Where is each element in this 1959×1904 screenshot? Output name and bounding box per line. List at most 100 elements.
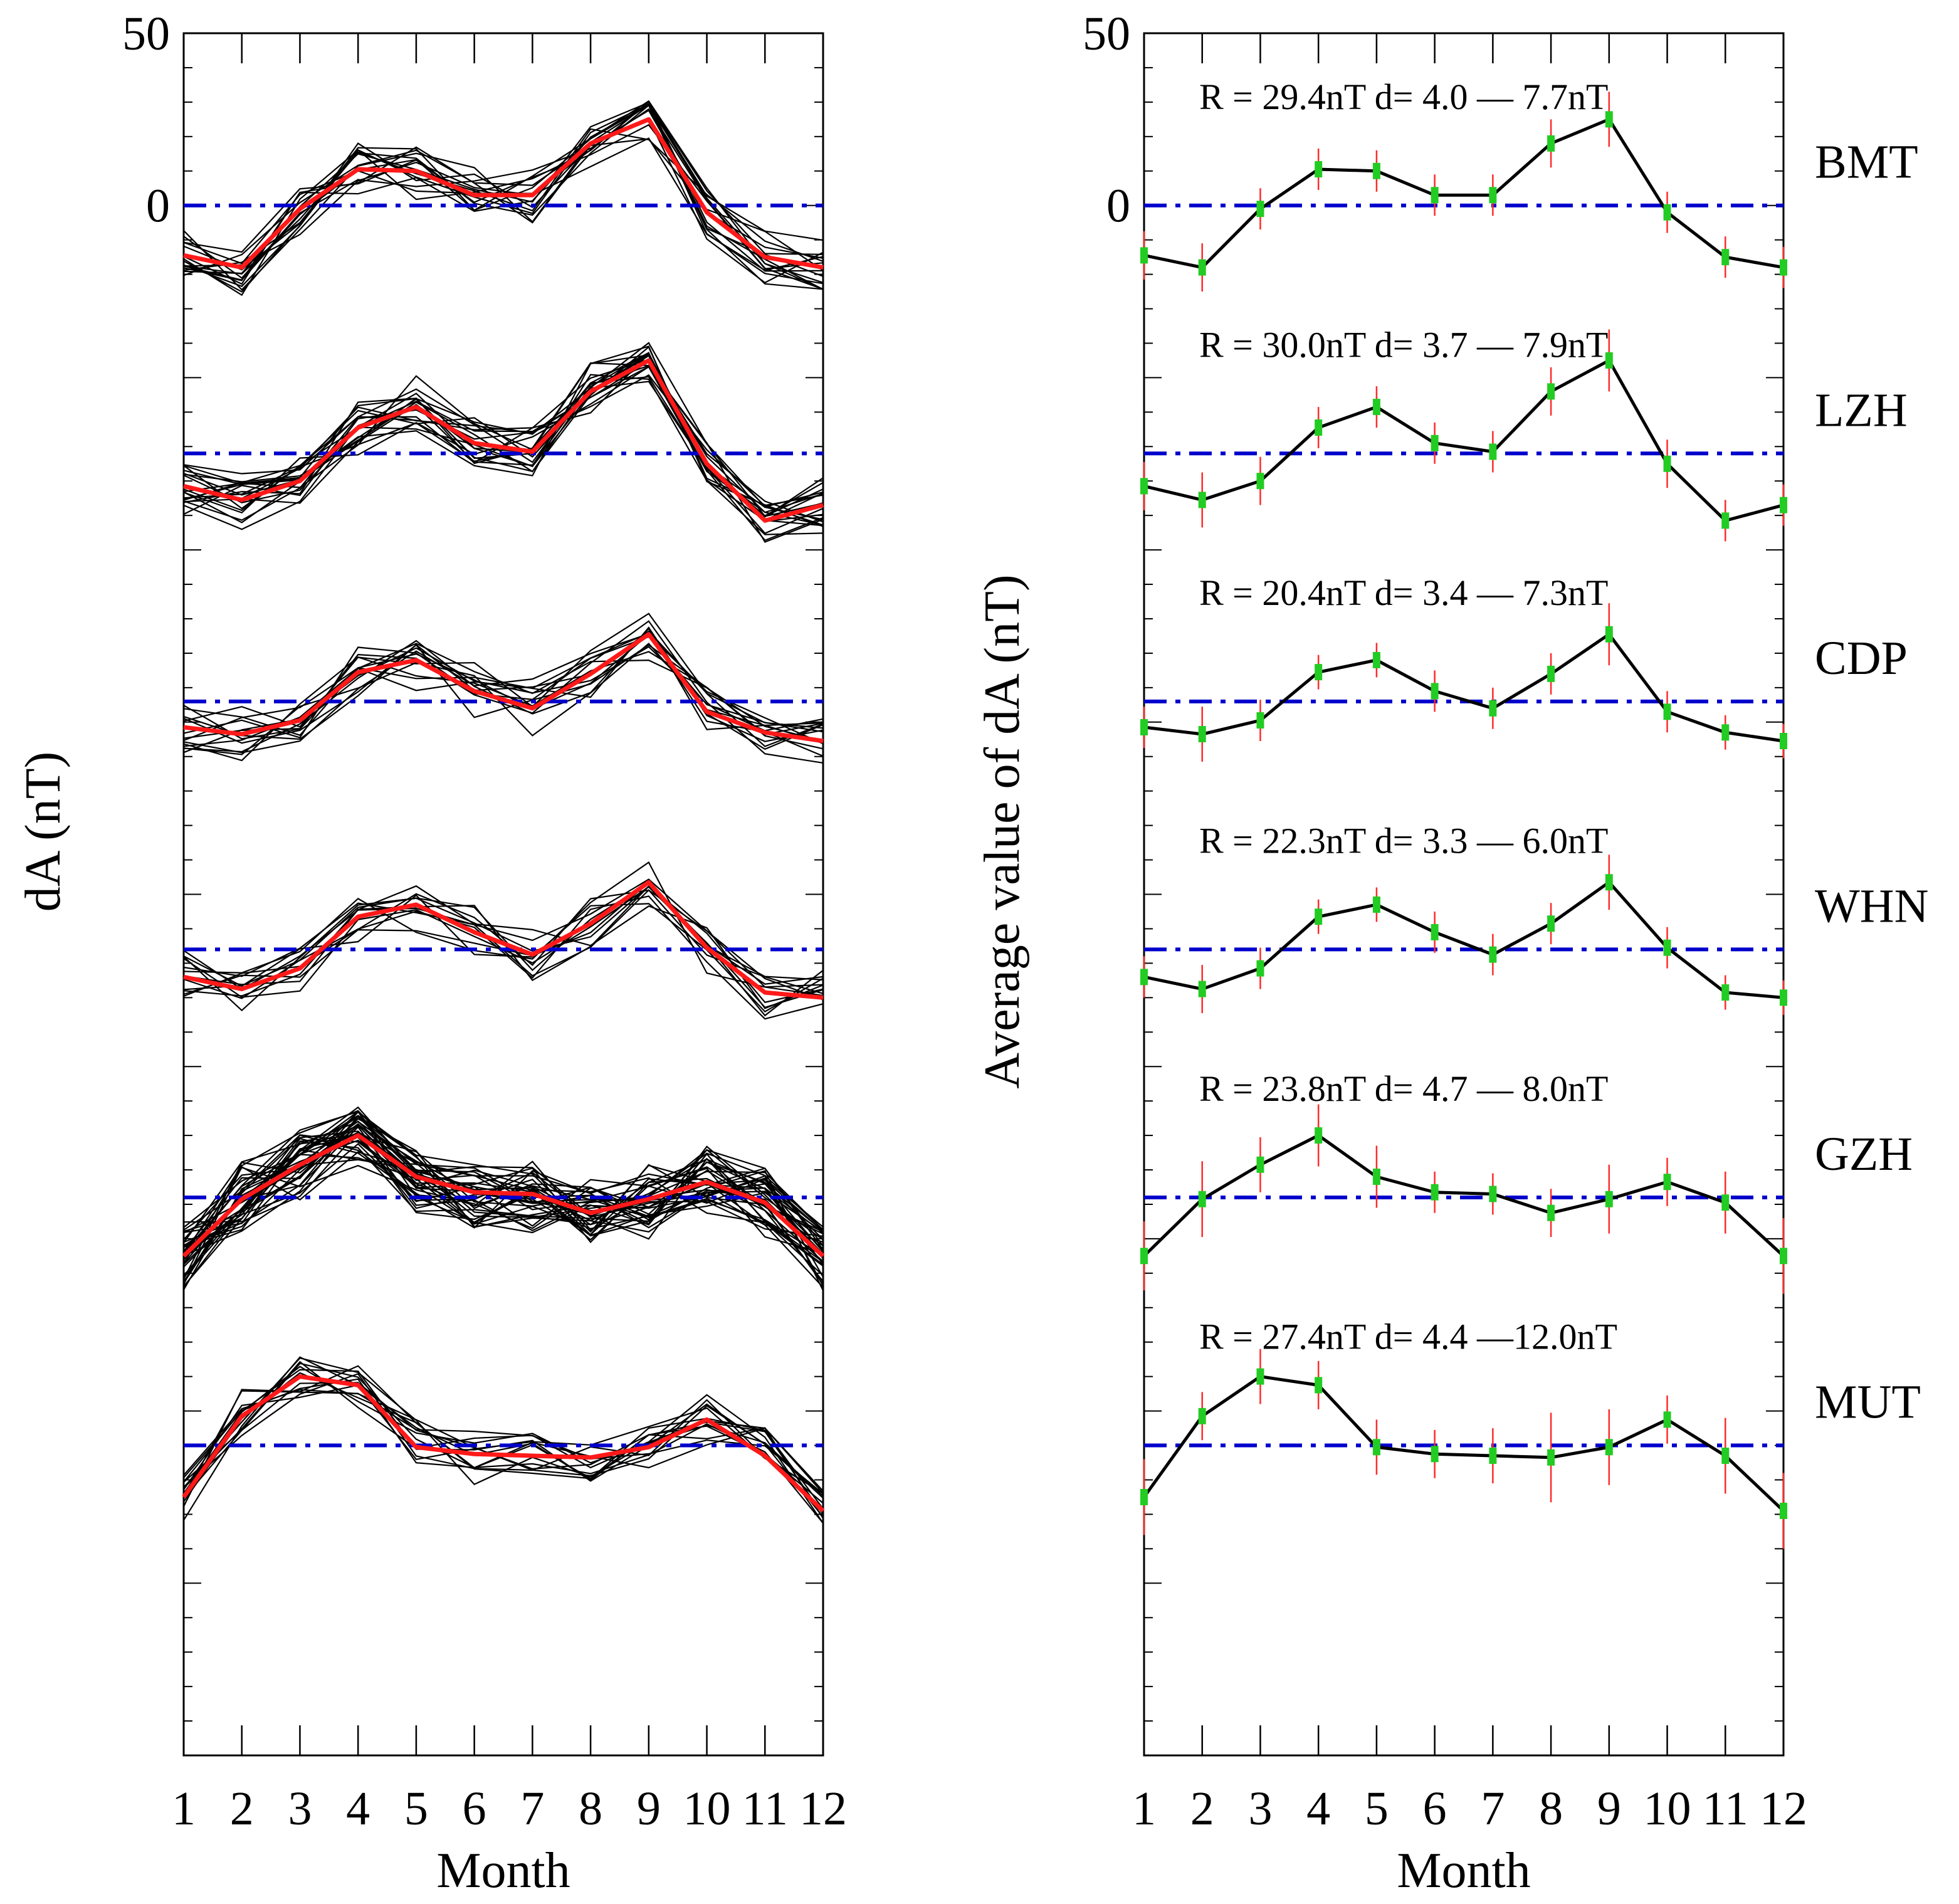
right-data-point (1431, 1184, 1439, 1201)
left-individual-line (183, 642, 824, 755)
right-data-point (1256, 960, 1264, 977)
left-individual-line (183, 376, 824, 517)
left-individual-line (183, 345, 824, 527)
left-mean-line-bmt (183, 117, 824, 270)
right-y-axis-title: Average value of dA (nT) (975, 574, 1030, 1088)
right-data-point (1663, 1174, 1671, 1191)
right-mean-line-cdp (1143, 632, 1784, 743)
right-data-point (1721, 512, 1730, 529)
right-mean-line-bmt (1143, 117, 1784, 270)
right-data-point (1605, 111, 1613, 128)
left-individual-line (183, 651, 824, 762)
left-individual-line (183, 1132, 824, 1262)
right-data-point (1256, 201, 1264, 218)
left-individual-line (183, 362, 824, 542)
right-x-tick-label: 11 (1703, 1782, 1748, 1835)
right-x-tick-label: 2 (1190, 1782, 1214, 1835)
right-data-point (1198, 1191, 1206, 1207)
left-mean-line-whn (183, 880, 824, 1000)
right-data-point (1140, 969, 1148, 986)
right-data-point (1489, 443, 1497, 460)
left-plot-frame (182, 32, 824, 1757)
stat-annotation-mut: R = 27.4nT d= 4.4 —12.0nT (1199, 1317, 1617, 1357)
right-data-point (1140, 1488, 1148, 1505)
right-data-point (1780, 989, 1787, 1006)
right-data-point (1780, 259, 1787, 276)
right-data-point (1431, 187, 1439, 204)
right-mean-line-mut (1142, 1375, 1785, 1512)
station-label-bmt: BMT (1815, 136, 1918, 189)
stat-annotation-cdp: R = 20.4nT d= 3.4 — 7.3nT (1199, 572, 1608, 613)
left-x-tick-label: 2 (230, 1782, 254, 1835)
left-y-tick-label-0: 0 (146, 180, 170, 233)
right-data-point (1198, 726, 1206, 743)
left-station-group-mut (182, 1356, 825, 1524)
right-data-point (1140, 1248, 1148, 1265)
left-individual-line (183, 104, 824, 290)
right-data-point (1431, 923, 1439, 940)
right-plot-frame (1143, 32, 1785, 1757)
station-label-cdp: CDP (1815, 632, 1908, 685)
right-x-tick-label: 1 (1132, 1782, 1156, 1835)
left-individual-line (183, 1115, 824, 1248)
left-individual-line (183, 1373, 824, 1494)
right-data-point (1547, 383, 1555, 400)
right-data-point (1198, 981, 1206, 997)
left-mean-line-mut (182, 1374, 825, 1513)
right-data-point (1256, 712, 1264, 729)
right-data-point (1780, 733, 1787, 750)
right-data-point (1547, 135, 1555, 152)
right-mean-line-gzh (1143, 1133, 1785, 1258)
right-x-tick-label: 6 (1423, 1782, 1447, 1835)
right-data-point (1721, 1448, 1730, 1465)
stat-annotation-whn: R = 22.3nT d= 3.3 — 6.0nT (1199, 821, 1608, 861)
right-data-point (1431, 434, 1439, 451)
left-individual-line (183, 895, 824, 1020)
right-data-point (1372, 162, 1380, 179)
left-individual-line (183, 1390, 824, 1498)
left-individual-line (183, 630, 824, 740)
right-data-point (1547, 915, 1555, 932)
right-y-tick-label-0: 0 (1106, 180, 1130, 233)
right-data-point (1663, 703, 1671, 720)
right-data-point (1315, 664, 1323, 681)
left-individual-line (183, 1382, 824, 1504)
right-data-point (1489, 1186, 1497, 1202)
left-x-tick-label: 11 (742, 1782, 788, 1835)
right-station-group-mut: MUT R = 27.4nT d= 4.4 —12.0nT (1140, 1317, 1921, 1549)
left-individual-line (183, 360, 824, 523)
right-x-tick-label: 5 (1365, 1782, 1389, 1835)
right-data-point (1547, 1204, 1555, 1221)
right-data-point (1663, 204, 1671, 221)
left-station-group-gzh (182, 1106, 825, 1291)
right-data-point (1431, 1446, 1439, 1463)
right-data-point (1315, 419, 1323, 436)
left-mean-line-gzh (182, 1133, 825, 1258)
station-label-gzh: GZH (1815, 1128, 1913, 1181)
left-individual-line (183, 620, 824, 764)
right-x-tick-label: 12 (1760, 1782, 1807, 1835)
right-data-point (1489, 187, 1497, 204)
right-data-point (1140, 247, 1148, 264)
left-individual-line (183, 352, 824, 530)
right-station-group-gzh: GZH R = 23.8nT d= 4.7 — 8.0nT (1140, 1068, 1913, 1294)
right-mean-line-lzh (1143, 358, 1784, 523)
left-individual-line (183, 1134, 824, 1283)
left-x-tick-label: 3 (288, 1782, 312, 1835)
left-individual-line (183, 359, 824, 523)
right-data-point (1663, 455, 1671, 472)
right-data-point (1547, 665, 1555, 682)
right-data-point (1721, 724, 1730, 741)
left-individual-line (183, 1139, 824, 1290)
left-individual-line (183, 885, 824, 1009)
right-x-tick-label: 3 (1248, 1782, 1272, 1835)
right-data-point (1372, 896, 1380, 913)
right-x-tick-label: 7 (1481, 1782, 1505, 1835)
right-mean-line-whn (1143, 880, 1784, 999)
left-individual-line (183, 1120, 824, 1285)
right-station-group-lzh: LZH R = 30.0nT d= 3.7 — 7.9nT (1140, 324, 1908, 542)
right-data-point (1489, 700, 1497, 717)
right-data-point (1372, 1439, 1380, 1456)
left-individual-line (183, 103, 824, 285)
